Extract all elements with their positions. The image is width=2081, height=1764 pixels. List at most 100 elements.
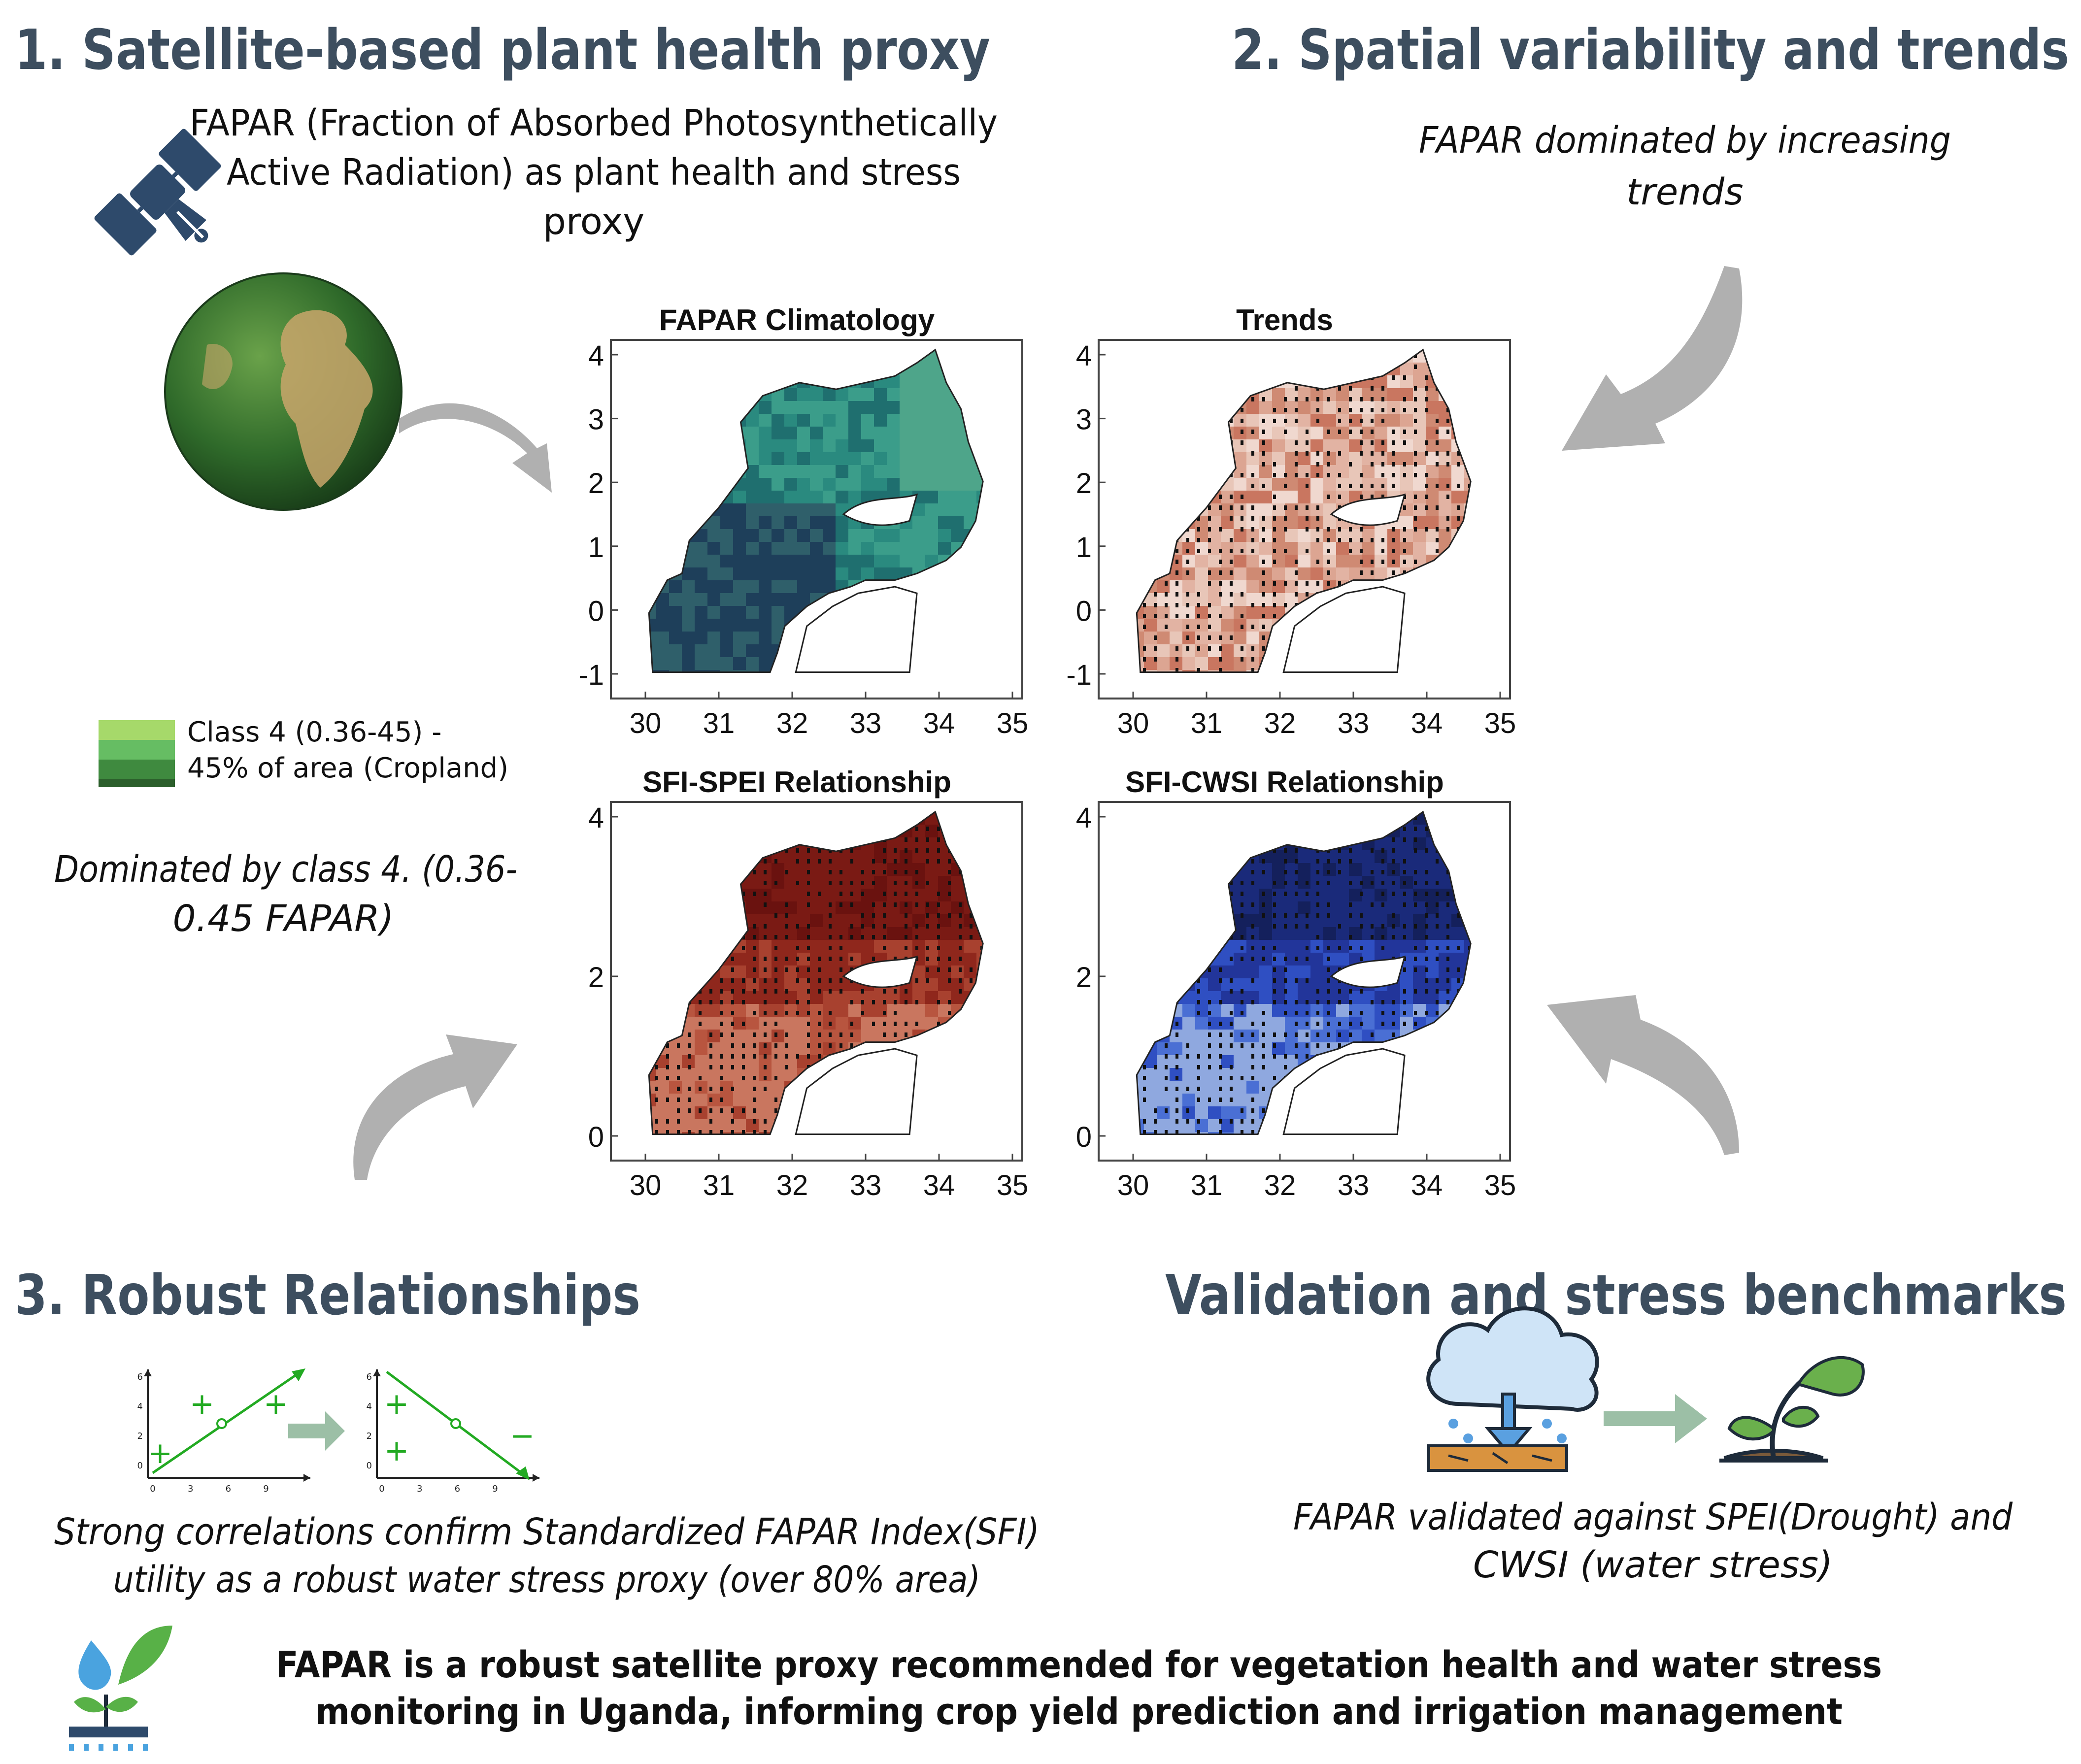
x-tick-label: 32 <box>1264 1169 1296 1201</box>
plant-water-icon <box>69 1626 172 1751</box>
y-tick-label: -1 <box>578 659 604 691</box>
note1-line-1: Dominated by class 4. (0.36- <box>54 848 517 891</box>
x-tick-label: 31 <box>1191 1169 1223 1201</box>
x-tick-label: 35 <box>997 1169 1029 1201</box>
lake-kyoga <box>1330 493 1406 526</box>
arrow-globe-to-maps <box>399 403 552 493</box>
mini-y-tick: 2 <box>137 1431 143 1441</box>
y-tick-label: 4 <box>588 802 604 834</box>
class4-legend: Class 4 (0.36-45) - 45% of area (Croplan… <box>99 716 508 787</box>
country-outline <box>1136 348 1472 673</box>
mini-x-tick: 3 <box>188 1484 193 1494</box>
y-tick-label: 0 <box>1076 595 1092 627</box>
mini-y-tick: 6 <box>367 1372 372 1382</box>
flow-arrows <box>353 266 1743 1180</box>
section4-title: Validation and stress benchmarks <box>1165 1264 2067 1328</box>
mini-plots-arrow-icon <box>288 1411 345 1451</box>
y-tick-label: 0 <box>1076 1121 1092 1153</box>
mini-x-tick: 9 <box>492 1484 498 1494</box>
positive-mark: + <box>148 1436 172 1470</box>
positive-mark: + <box>384 1387 409 1421</box>
arrow-right-up <box>1547 995 1739 1155</box>
lake-victoria <box>1282 586 1406 673</box>
mini-x-tick: 0 <box>150 1484 155 1494</box>
lake-victoria <box>795 1048 918 1135</box>
legend-label-2: 45% of area (Cropland) <box>187 752 508 784</box>
section1-note: Dominated by class 4. (0.36- 0.45 FAPAR) <box>54 848 517 940</box>
y-tick-label: 1 <box>588 532 604 564</box>
correlation-mini-plots: 6 4 2 0 0 3 6 9 + + +6 4 2 0 0 3 6 9 + + − <box>137 1368 539 1494</box>
note2-line-1: FAPAR dominated by increasing <box>1419 119 1951 162</box>
section3-note: Strong correlations confirm Standardized… <box>54 1511 1040 1601</box>
mini-x-tick: 3 <box>417 1484 422 1494</box>
mini-x-tick: 9 <box>263 1484 269 1494</box>
mini-y-tick: 4 <box>367 1401 372 1412</box>
conclusion-line-1: FAPAR is a robust satellite proxy recomm… <box>276 1644 1882 1686</box>
legend-swatch-2 <box>99 740 175 760</box>
cloud-rain-icon <box>1426 1306 1599 1472</box>
positive-correlation-plot: 6 4 2 0 0 3 6 9 + + + <box>137 1368 310 1494</box>
y-tick-label: 0 <box>588 1121 604 1153</box>
x-tick-label: 30 <box>1117 1169 1149 1201</box>
section3-title: 3. Robust Relationships <box>15 1264 640 1328</box>
y-tick-label: -1 <box>1066 659 1092 691</box>
positive-mark: + <box>384 1433 409 1468</box>
legend-swatch-1 <box>99 720 175 740</box>
x-tick-label: 30 <box>630 707 662 739</box>
country-outline <box>648 348 984 673</box>
section1-description: FAPAR (Fraction of Absorbed Photosynthet… <box>190 102 998 243</box>
legend-label-1: Class 4 (0.36-45) - <box>187 716 441 748</box>
y-tick-label: 2 <box>1076 467 1092 499</box>
y-tick-label: 3 <box>1076 404 1092 436</box>
y-tick-label: 4 <box>588 340 604 372</box>
arrow-left-up <box>353 1034 517 1180</box>
x-tick-label: 33 <box>1338 707 1370 739</box>
x-tick-label: 32 <box>776 707 808 739</box>
x-tick-label: 35 <box>1484 1169 1516 1201</box>
note2-line-2: trends <box>1626 171 1743 213</box>
note4-line-1: FAPAR validated against SPEI(Drought) an… <box>1293 1496 2013 1538</box>
mini-y-tick: 0 <box>137 1461 143 1471</box>
satellite-icon <box>94 129 221 256</box>
desc-line-1: FAPAR (Fraction of Absorbed Photosynthet… <box>190 102 998 144</box>
section1-title: 1. Satellite-based plant health proxy <box>15 18 990 82</box>
section2-note: FAPAR dominated by increasing trends <box>1419 119 1951 213</box>
validation-arrow-icon <box>1604 1394 1707 1443</box>
negative-mark: − <box>510 1419 535 1453</box>
lake-kyoga <box>842 493 918 526</box>
x-tick-label: 30 <box>1117 707 1149 739</box>
x-tick-label: 32 <box>1264 707 1296 739</box>
map-panel: SFI-SPEI Relationship 4 2 0 30 31 32 33 34 35 <box>588 766 1029 1201</box>
y-tick-label: 2 <box>1076 962 1092 994</box>
positive-mark: + <box>264 1387 288 1421</box>
x-tick-label: 34 <box>923 1169 955 1201</box>
desc-line-3: proxy <box>543 200 644 243</box>
arrow-trends-to-maps <box>1562 266 1743 451</box>
country-outline <box>648 810 984 1135</box>
x-tick-label: 32 <box>776 1169 808 1201</box>
y-tick-label: 1 <box>1076 532 1092 564</box>
lake-victoria <box>795 586 918 673</box>
x-tick-label: 31 <box>1191 707 1223 739</box>
x-tick-label: 35 <box>1484 707 1516 739</box>
map-title: Trends <box>1236 303 1333 336</box>
map-title: SFI-SPEI Relationship <box>642 766 951 799</box>
map-panel: SFI-CWSI Relationship 4 2 0 30 31 32 33 34 35 <box>1076 766 1516 1201</box>
note3-line-1: Strong correlations confirm Standardized… <box>54 1511 1040 1553</box>
y-tick-label: 2 <box>588 467 604 499</box>
map-title: FAPAR Climatology <box>659 303 935 336</box>
x-tick-label: 31 <box>703 1169 735 1201</box>
x-tick-label: 34 <box>1411 1169 1443 1201</box>
country-outline <box>1136 810 1472 1135</box>
note3-line-2: utility as a robust water stress proxy (… <box>113 1559 980 1601</box>
section2-title: 2. Spatial variability and trends <box>1232 18 2069 82</box>
legend-swatch-4 <box>99 779 175 787</box>
lake-kyoga <box>842 955 918 988</box>
conclusion-line-2: monitoring in Uganda, informing crop yie… <box>315 1691 1843 1733</box>
globe-icon <box>164 272 403 511</box>
positive-mark: + <box>190 1387 214 1421</box>
x-tick-label: 31 <box>703 707 735 739</box>
